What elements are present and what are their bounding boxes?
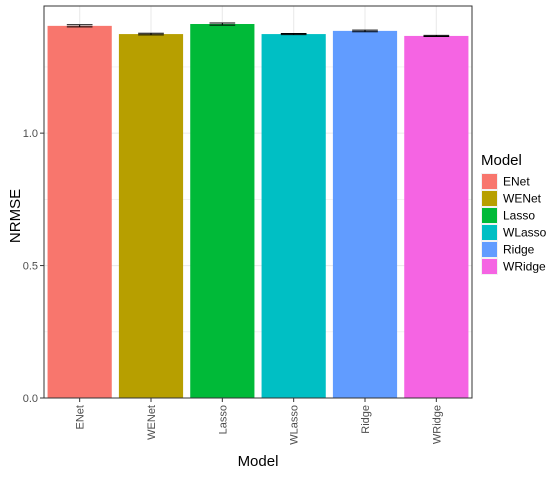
legend-label-wridge: WRidge <box>503 260 546 274</box>
y-axis-title: NRMSE <box>7 189 24 243</box>
bar-ridge <box>332 30 398 398</box>
bar-wenet <box>118 34 184 398</box>
legend-swatch-ridge <box>482 242 497 257</box>
y-tick-label: 1.0 <box>23 128 38 140</box>
bar-wridge <box>404 35 469 399</box>
legend-label-ridge: Ridge <box>503 243 535 257</box>
panel-background <box>44 6 472 398</box>
x-axis-title: Model <box>238 453 279 470</box>
x-tick-label: Lasso <box>217 405 229 434</box>
legend-label-enet: ENet <box>503 175 530 189</box>
plot-area: 0.0 0.5 1.0 ENet WENet Lasso WLasso Ridge WRidge <box>23 5 473 445</box>
x-tick-label: ENet <box>75 405 87 429</box>
y-tick-label: 0.5 <box>23 261 38 273</box>
x-tick-label: Ridge <box>360 405 372 434</box>
legend-swatch-wenet <box>482 191 497 206</box>
legend-swatch-wlasso <box>482 225 497 240</box>
legend-title: Model <box>481 152 522 169</box>
x-tick-label: WLasso <box>289 405 301 445</box>
y-tick-label: 0.0 <box>23 393 38 405</box>
x-tick-label: WRidge <box>431 405 443 444</box>
legend-swatch-lasso <box>482 208 497 223</box>
bar-wlasso <box>261 34 326 398</box>
panel-border <box>43 5 473 399</box>
bar-lasso <box>190 24 255 399</box>
x-tick-label: WENet <box>146 405 158 440</box>
legend-swatch-wridge <box>482 259 497 274</box>
bar-enet <box>47 25 112 398</box>
legend-label-wenet: WENet <box>503 192 542 206</box>
legend-swatch-enet <box>482 174 497 189</box>
legend: Model ENet WENet Lasso WLasso Ridge WRidge <box>481 152 547 275</box>
legend-label-wlasso: WLasso <box>503 226 547 240</box>
legend-label-lasso: Lasso <box>503 209 535 223</box>
